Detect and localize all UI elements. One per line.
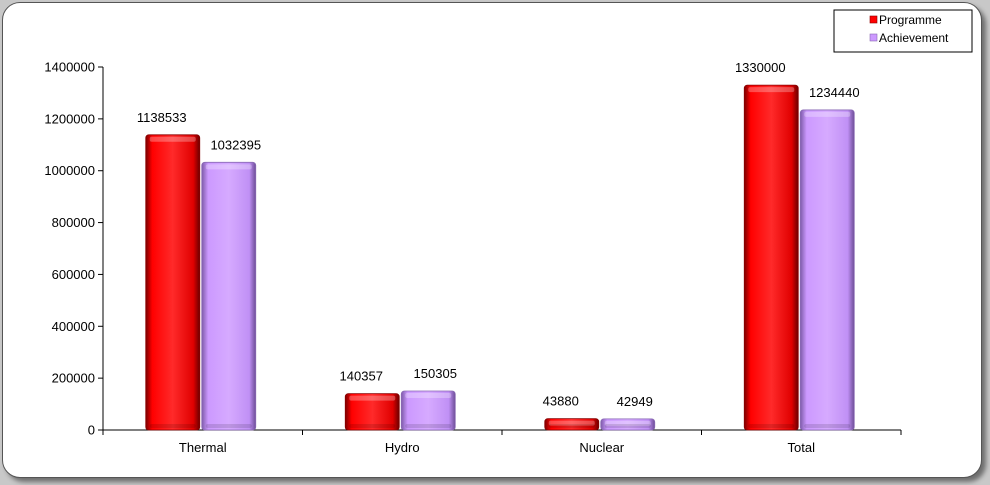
legend: Programme Achievement	[833, 9, 973, 53]
legend-label-programme: Programme	[879, 13, 942, 27]
bar-achievement-nuclear	[600, 418, 656, 431]
y-tick-label: 0	[88, 423, 95, 438]
bar-programme-total	[743, 84, 799, 431]
bar-programme-thermal	[145, 134, 201, 431]
y-tick-label: 800000	[52, 215, 95, 230]
y-tick-label: 600000	[52, 267, 95, 282]
x-tick-label: Hydro	[385, 440, 420, 455]
data-label: 42949	[617, 394, 653, 409]
y-tick-label: 1400000	[44, 60, 95, 75]
data-label: 43880	[543, 394, 579, 409]
legend-swatch-achievement	[869, 33, 878, 42]
data-label: 150305	[414, 366, 457, 381]
chart-frame: 0 200000 400000 600000 800000 1000000 1200000 1…	[2, 2, 982, 478]
x-tick-label: Total	[788, 440, 816, 455]
bar-achievement-total	[799, 109, 855, 431]
y-tick-label: 1000000	[44, 163, 95, 178]
legend-label-achievement: Achievement	[879, 31, 949, 45]
data-label: 1138533	[137, 110, 187, 125]
y-tick-label: 200000	[52, 371, 95, 386]
bar-achievement-hydro	[400, 390, 456, 431]
data-label: 1330000	[735, 60, 786, 75]
bar-achievement-thermal	[201, 161, 257, 431]
x-tick-label: Thermal	[179, 440, 227, 455]
legend-box	[833, 9, 973, 53]
y-tick-label: 1200000	[44, 111, 95, 126]
bar-programme-hydro	[344, 393, 400, 431]
data-label: 140357	[340, 369, 383, 384]
legend-swatch-programme	[869, 15, 878, 24]
y-tick-label: 400000	[52, 319, 95, 334]
data-label: 1234440	[809, 85, 860, 100]
bar-programme-nuclear	[544, 418, 600, 431]
x-tick-label: Nuclear	[579, 440, 624, 455]
bar-chart: 0 200000 400000 600000 800000 1000000 1200000 1…	[44, 9, 973, 455]
data-label: 1032395	[210, 137, 261, 152]
